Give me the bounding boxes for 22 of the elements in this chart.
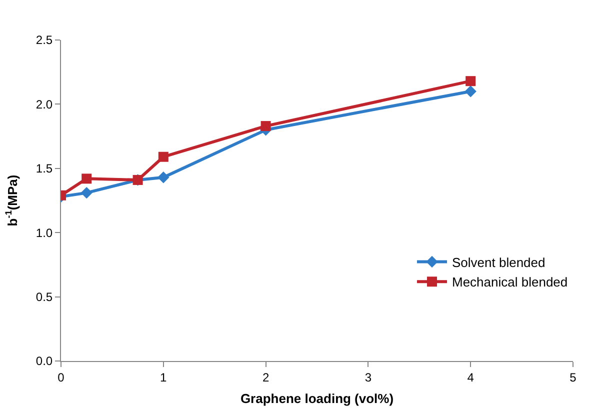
x-axis-title: Graphene loading (vol%) [240, 391, 394, 406]
x-tick-label: 4 [467, 370, 474, 384]
x-tick-label: 1 [160, 370, 168, 384]
point [158, 152, 168, 162]
x-tick-label: 2 [262, 370, 270, 384]
point [464, 86, 476, 98]
point [80, 186, 92, 199]
y-tick-label: 0.5 [36, 290, 53, 304]
legend-label: Mechanical blended [452, 274, 568, 290]
point [158, 172, 170, 184]
x-tick-label: 5 [570, 370, 577, 384]
y-tick-label: 1.5 [36, 162, 53, 176]
y-tick-label: 2.5 [36, 33, 53, 48]
x-tick-label: 0 [58, 370, 65, 384]
legend-label: Solvent blended [452, 254, 546, 270]
y-tick-label: 0.0 [36, 354, 53, 368]
point [466, 76, 476, 86]
point [260, 121, 271, 132]
x-tick-label: 3 [364, 370, 372, 384]
point [82, 174, 92, 184]
y-tick-label: 1.0 [36, 226, 53, 240]
y-tick-label: 2.0 [36, 97, 53, 112]
